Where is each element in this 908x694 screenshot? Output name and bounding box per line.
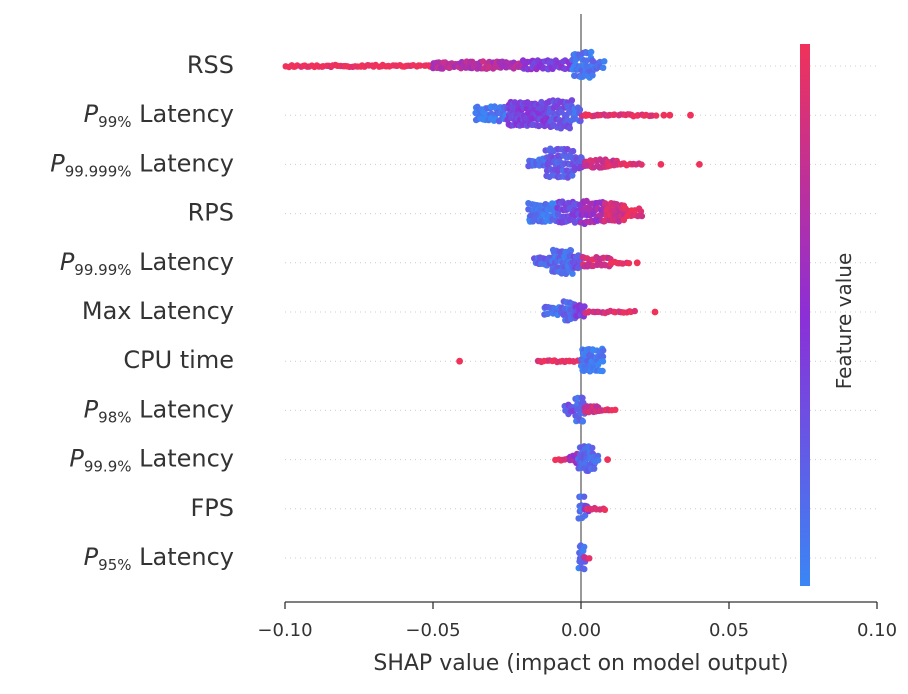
- data-point: [651, 308, 659, 316]
- feature-label: CPU time: [123, 346, 234, 374]
- feature-label: FPS: [190, 494, 234, 522]
- data-point: [687, 111, 694, 119]
- data-point: [638, 212, 646, 220]
- data-point: [581, 565, 588, 573]
- x-tick-label: 0.00: [561, 620, 601, 641]
- data-point: [633, 259, 641, 267]
- data-point: [660, 111, 668, 119]
- data-point: [631, 307, 638, 315]
- data-point: [569, 270, 576, 277]
- data-point: [657, 161, 665, 168]
- feature-labels: RSS P99% Latency P99.999% Latency RPS P99.99…: [50, 51, 234, 574]
- data-point: [625, 260, 633, 267]
- data-point: [569, 147, 577, 155]
- data-points: [282, 48, 703, 573]
- data-point: [599, 353, 607, 360]
- data-point: [586, 555, 593, 562]
- data-point: [638, 161, 645, 168]
- data-point: [577, 117, 584, 125]
- data-point: [600, 64, 607, 72]
- feature-label: P99.99% Latency: [60, 248, 234, 279]
- data-point: [581, 303, 588, 310]
- data-point: [579, 394, 586, 402]
- feature-label: P99.999% Latency: [50, 149, 234, 180]
- data-point: [589, 444, 596, 452]
- feature-label: Max Latency: [82, 297, 234, 325]
- data-point: [567, 247, 575, 254]
- data-point: [581, 512, 589, 519]
- data-point: [569, 172, 576, 179]
- x-tick-label: −0.10: [257, 620, 312, 641]
- data-point: [612, 406, 619, 413]
- data-point: [600, 347, 607, 354]
- data-point: [696, 161, 703, 168]
- data-point: [589, 72, 596, 79]
- feature-label: RPS: [188, 199, 234, 227]
- data-point: [591, 465, 598, 472]
- feature-label: RSS: [187, 51, 234, 79]
- data-point: [566, 125, 573, 132]
- data-point: [666, 111, 674, 119]
- x-tick-label: 0.10: [857, 620, 897, 641]
- x-axis-ticks: −0.10 −0.05 0.00 0.05 0.10: [257, 602, 897, 641]
- data-point: [588, 48, 595, 56]
- data-point: [580, 547, 587, 554]
- data-point: [620, 216, 628, 224]
- feature-label: P99.9% Latency: [69, 445, 234, 476]
- colorbar: [800, 44, 810, 586]
- data-point: [417, 62, 424, 69]
- data-point: [579, 418, 587, 425]
- data-point: [653, 112, 660, 119]
- x-tick-label: −0.05: [405, 620, 460, 641]
- data-point: [599, 358, 607, 365]
- colorbar-title: Feature value: [832, 253, 856, 390]
- data-point: [456, 357, 463, 365]
- x-tick-label: 0.05: [709, 620, 749, 641]
- data-point: [604, 456, 611, 463]
- data-point: [599, 367, 606, 375]
- data-point: [568, 97, 576, 104]
- feature-label: P99% Latency: [84, 100, 234, 131]
- data-point: [595, 457, 602, 464]
- data-point: [601, 58, 608, 65]
- data-point: [601, 506, 609, 513]
- x-axis-title: SHAP value (impact on model output): [373, 651, 788, 676]
- feature-label: P98% Latency: [84, 395, 234, 426]
- data-point: [580, 493, 588, 500]
- feature-label: P95% Latency: [84, 543, 234, 574]
